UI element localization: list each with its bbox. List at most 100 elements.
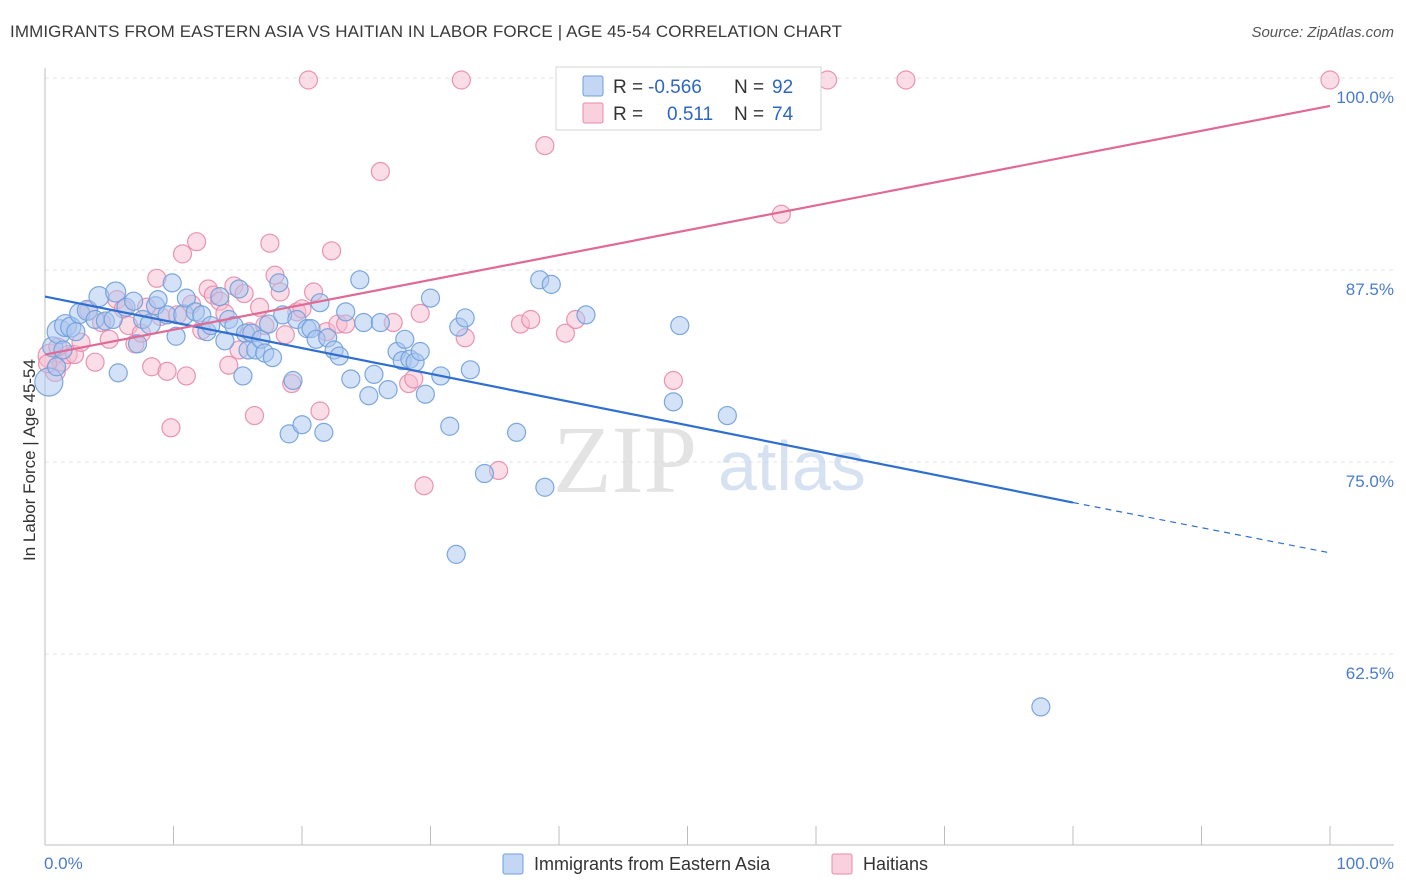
- haitians-point: [161, 418, 181, 438]
- eastern-asia-point: [162, 273, 182, 293]
- y-tick-label: 75.0%: [1346, 472, 1394, 491]
- haitians-point: [1320, 70, 1340, 90]
- eastern-asia-point: [262, 348, 283, 368]
- haitians-point: [99, 329, 119, 349]
- legend-r-label-2: R =: [613, 104, 643, 125]
- x-tick-label-100: 100.0%: [1336, 854, 1394, 873]
- haitians-point: [521, 309, 541, 330]
- series-legend-label-eastern-asia: Immigrants from Eastern Asia: [534, 854, 771, 874]
- legend-r-label-1: R =: [613, 77, 643, 98]
- series-legend-swatch-haitians: [831, 853, 853, 875]
- haitians-point: [370, 161, 390, 182]
- haitians-point: [157, 361, 177, 381]
- haitians-point: [85, 352, 105, 372]
- eastern-asia-point: [269, 273, 289, 293]
- eastern-asia-point: [166, 326, 186, 346]
- eastern-asia-point: [1031, 697, 1051, 717]
- eastern-asia-point: [410, 341, 430, 362]
- x-tick-label-0: 0.0%: [44, 854, 83, 873]
- legend-r-value-1: -0.566: [648, 77, 702, 98]
- eastern-asia-point: [229, 279, 249, 299]
- eastern-asia-point: [66, 322, 86, 342]
- haitians-point: [172, 244, 193, 264]
- chart-source: Source: ZipAtlas.com: [1251, 24, 1394, 41]
- eastern-asia-point: [395, 329, 415, 349]
- haitians-point: [410, 303, 430, 323]
- eastern-asia-point: [535, 477, 555, 497]
- eastern-asia-point: [233, 366, 253, 386]
- stats-legend: R = -0.566 N = 92 R = 0.511 N = 74: [555, 66, 822, 131]
- legend-n-label-2: N =: [734, 104, 764, 125]
- haitians-point: [414, 476, 434, 496]
- trend-lines: [44, 104, 1331, 554]
- eastern-asia-point: [314, 422, 334, 442]
- eastern-asia-points: [34, 270, 1051, 717]
- haitians-point: [451, 70, 471, 90]
- eastern-asia-point: [415, 384, 435, 404]
- watermark-zip: ZIP: [553, 406, 697, 513]
- eastern-asia-point: [292, 415, 312, 435]
- eastern-asia-point: [576, 305, 596, 325]
- eastern-asia-point: [359, 386, 379, 406]
- eastern-asia-point: [258, 314, 279, 334]
- series-legend-label-haitians: Haitians: [863, 854, 928, 874]
- eastern-asia-point: [127, 334, 148, 354]
- eastern-asia-point: [148, 290, 168, 310]
- haitians-point: [176, 366, 196, 386]
- haitians-point: [535, 135, 555, 156]
- eastern-asia-point: [460, 360, 480, 380]
- eastern-asia-point: [176, 288, 196, 308]
- haitians-trend-line: [44, 104, 1331, 356]
- legend-n-label-1: N =: [734, 77, 764, 98]
- eastern-asia-trend-extension: [1072, 501, 1331, 554]
- eastern-asia-point: [506, 422, 527, 442]
- eastern-asia-point: [210, 286, 230, 307]
- eastern-asia-point: [440, 416, 460, 436]
- eastern-asia-point: [370, 312, 390, 333]
- y-tick-label: 62.5%: [1346, 664, 1394, 683]
- eastern-asia-point: [108, 363, 128, 383]
- haitians-point: [298, 70, 319, 90]
- legend-swatch-eastern-asia: [582, 75, 604, 97]
- chart-title: IMMIGRANTS FROM EASTERN ASIA VS HAITIAN …: [10, 22, 843, 41]
- eastern-asia-point: [336, 302, 356, 322]
- haitians-point: [244, 405, 265, 426]
- haitians-point: [663, 370, 683, 391]
- eastern-asia-trend-line: [44, 295, 1074, 504]
- haitians-point: [260, 233, 280, 253]
- eastern-asia-point: [663, 392, 683, 412]
- legend-n-value-1: 92: [772, 77, 793, 98]
- eastern-asia-point: [717, 405, 737, 426]
- legend-r-value-2: 0.511: [667, 104, 713, 125]
- eastern-asia-point: [446, 544, 466, 564]
- eastern-asia-point: [283, 370, 303, 391]
- y-axis-title: In Labor Force | Age 45-54: [20, 359, 39, 561]
- haitians-point: [555, 323, 576, 343]
- eastern-asia-point: [105, 281, 127, 303]
- eastern-asia-point: [46, 357, 67, 377]
- legend-n-value-2: 74: [772, 104, 794, 125]
- haitians-point: [219, 355, 239, 375]
- haitians-point: [896, 70, 916, 90]
- haitians-point: [275, 325, 295, 345]
- eastern-asia-point: [124, 291, 144, 311]
- eastern-asia-point: [350, 270, 370, 290]
- eastern-asia-point: [354, 312, 374, 333]
- eastern-asia-point: [364, 364, 384, 384]
- eastern-asia-point: [474, 463, 495, 484]
- eastern-asia-point: [670, 315, 690, 336]
- eastern-asia-point: [455, 308, 475, 328]
- y-tick-label: 87.5%: [1346, 280, 1394, 299]
- haitians-point: [310, 401, 330, 421]
- watermark: ZIP atlas: [553, 406, 866, 513]
- legend-swatch-haitians: [582, 102, 604, 124]
- eastern-asia-point: [420, 288, 441, 308]
- grid-layer: [45, 77, 1394, 655]
- eastern-asia-point: [378, 380, 398, 400]
- y-tick-label: 100.0%: [1336, 88, 1394, 107]
- eastern-asia-point: [541, 274, 561, 294]
- eastern-asia-point: [341, 369, 361, 389]
- haitians-point: [321, 241, 342, 261]
